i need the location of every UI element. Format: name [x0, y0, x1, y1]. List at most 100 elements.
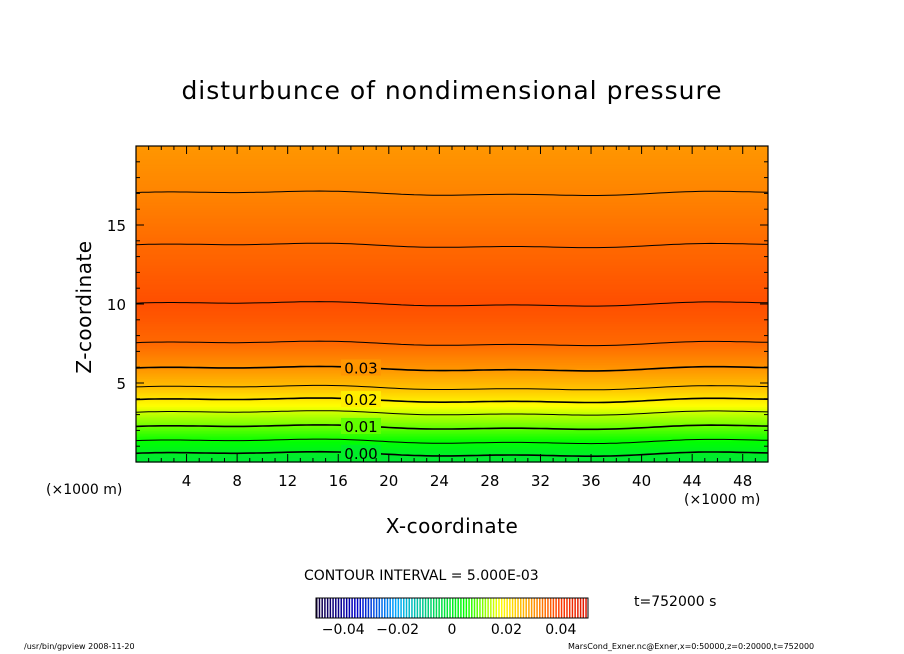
contour-band	[136, 364, 768, 367]
contour-band	[136, 439, 768, 443]
contour-band	[136, 343, 768, 346]
contour-band	[136, 352, 768, 356]
contour-band	[136, 354, 768, 357]
contour-band	[136, 357, 768, 360]
x-axis-label: X-coordinate	[385, 514, 519, 538]
contour-line	[135, 410, 769, 416]
footer-program: /usr/bin/gpview 2008-11-20	[24, 642, 135, 651]
contour-band	[136, 204, 768, 207]
contour-band	[136, 405, 768, 408]
contour-band	[136, 375, 768, 378]
contour-band	[136, 225, 768, 228]
contour-band	[136, 371, 768, 375]
contour-band	[136, 433, 768, 436]
contour-band	[136, 255, 768, 258]
chart-title: disturbunce of nondimensional pressure	[181, 76, 723, 105]
contour-band	[136, 153, 768, 157]
contour-band	[136, 270, 768, 273]
contour-band	[136, 229, 768, 232]
x-tick-label: 32	[531, 472, 550, 490]
y-tick-label: 15	[107, 217, 126, 235]
contour-band	[136, 259, 768, 262]
contour-band	[136, 417, 768, 420]
contour-band	[136, 389, 768, 392]
contour-band	[136, 237, 768, 240]
contour-band	[136, 338, 768, 341]
contour-band	[136, 381, 768, 384]
contour-band	[136, 292, 768, 296]
contour-band	[136, 163, 768, 166]
contour-band	[136, 187, 768, 190]
contour-band	[136, 300, 768, 304]
contour-band	[136, 329, 768, 332]
contour-label-bg	[340, 444, 381, 461]
contour-band	[136, 191, 768, 194]
contour-band	[136, 356, 768, 359]
contour-band	[136, 360, 768, 364]
contour-label: 0.02	[344, 391, 377, 409]
contour-band	[136, 450, 768, 454]
y-axis-label: Z-coordinate	[72, 240, 96, 374]
contour-band	[136, 362, 768, 365]
contour-band	[136, 177, 768, 180]
contour-band	[136, 288, 768, 291]
x-tick-label: 28	[480, 472, 499, 490]
contour-band	[136, 232, 768, 236]
contour-line	[135, 340, 769, 347]
contour-band	[136, 294, 768, 297]
contour-band	[136, 414, 768, 417]
contour-band	[136, 206, 768, 209]
time-label: t=752000 s	[634, 594, 717, 610]
contour-band	[136, 256, 768, 259]
contour-band	[136, 409, 768, 413]
contour-band	[136, 406, 768, 409]
contour-band	[136, 341, 768, 345]
contour-band	[136, 411, 768, 414]
contour-band	[136, 447, 768, 450]
contour-band	[136, 194, 768, 198]
contour-band	[136, 430, 768, 433]
contour-line	[135, 242, 769, 249]
contour-band	[136, 262, 768, 266]
contour-band	[136, 403, 768, 406]
x-tick-label: 4	[182, 472, 192, 490]
contour-band	[136, 172, 768, 176]
x-tick-label: 12	[278, 472, 297, 490]
contour-band	[136, 422, 768, 425]
contour-band	[136, 150, 768, 153]
contour-band	[136, 383, 768, 386]
contour-band	[136, 376, 768, 379]
contour-band	[136, 446, 768, 449]
contour-band	[136, 346, 768, 349]
contour-band	[136, 168, 768, 171]
contour-band	[136, 161, 768, 164]
contour-band	[136, 261, 768, 264]
contour-band	[136, 452, 768, 455]
contour-band	[136, 176, 768, 179]
contour-band	[136, 324, 768, 327]
contour-band	[136, 201, 768, 204]
contour-band	[136, 444, 768, 447]
contour-band	[136, 179, 768, 182]
contour-band	[136, 209, 768, 212]
contour-band	[136, 322, 768, 326]
contour-band	[136, 441, 768, 444]
contour-band	[136, 428, 768, 431]
contour-band	[136, 345, 768, 348]
contour-band	[136, 302, 768, 305]
contour-band	[136, 272, 768, 275]
contour-band	[136, 337, 768, 340]
contour-band	[136, 234, 768, 237]
contour-band	[136, 267, 768, 270]
contour-band	[136, 166, 768, 169]
contour-band	[136, 431, 768, 435]
contour-band	[136, 221, 768, 225]
contour-line	[135, 450, 769, 457]
contour-line	[135, 365, 769, 372]
contour-line	[135, 190, 769, 196]
contour-label: 0.03	[344, 360, 377, 378]
contour-band	[136, 226, 768, 229]
contour-band	[136, 299, 768, 302]
contour-band	[136, 297, 768, 300]
contour-band	[136, 419, 768, 422]
